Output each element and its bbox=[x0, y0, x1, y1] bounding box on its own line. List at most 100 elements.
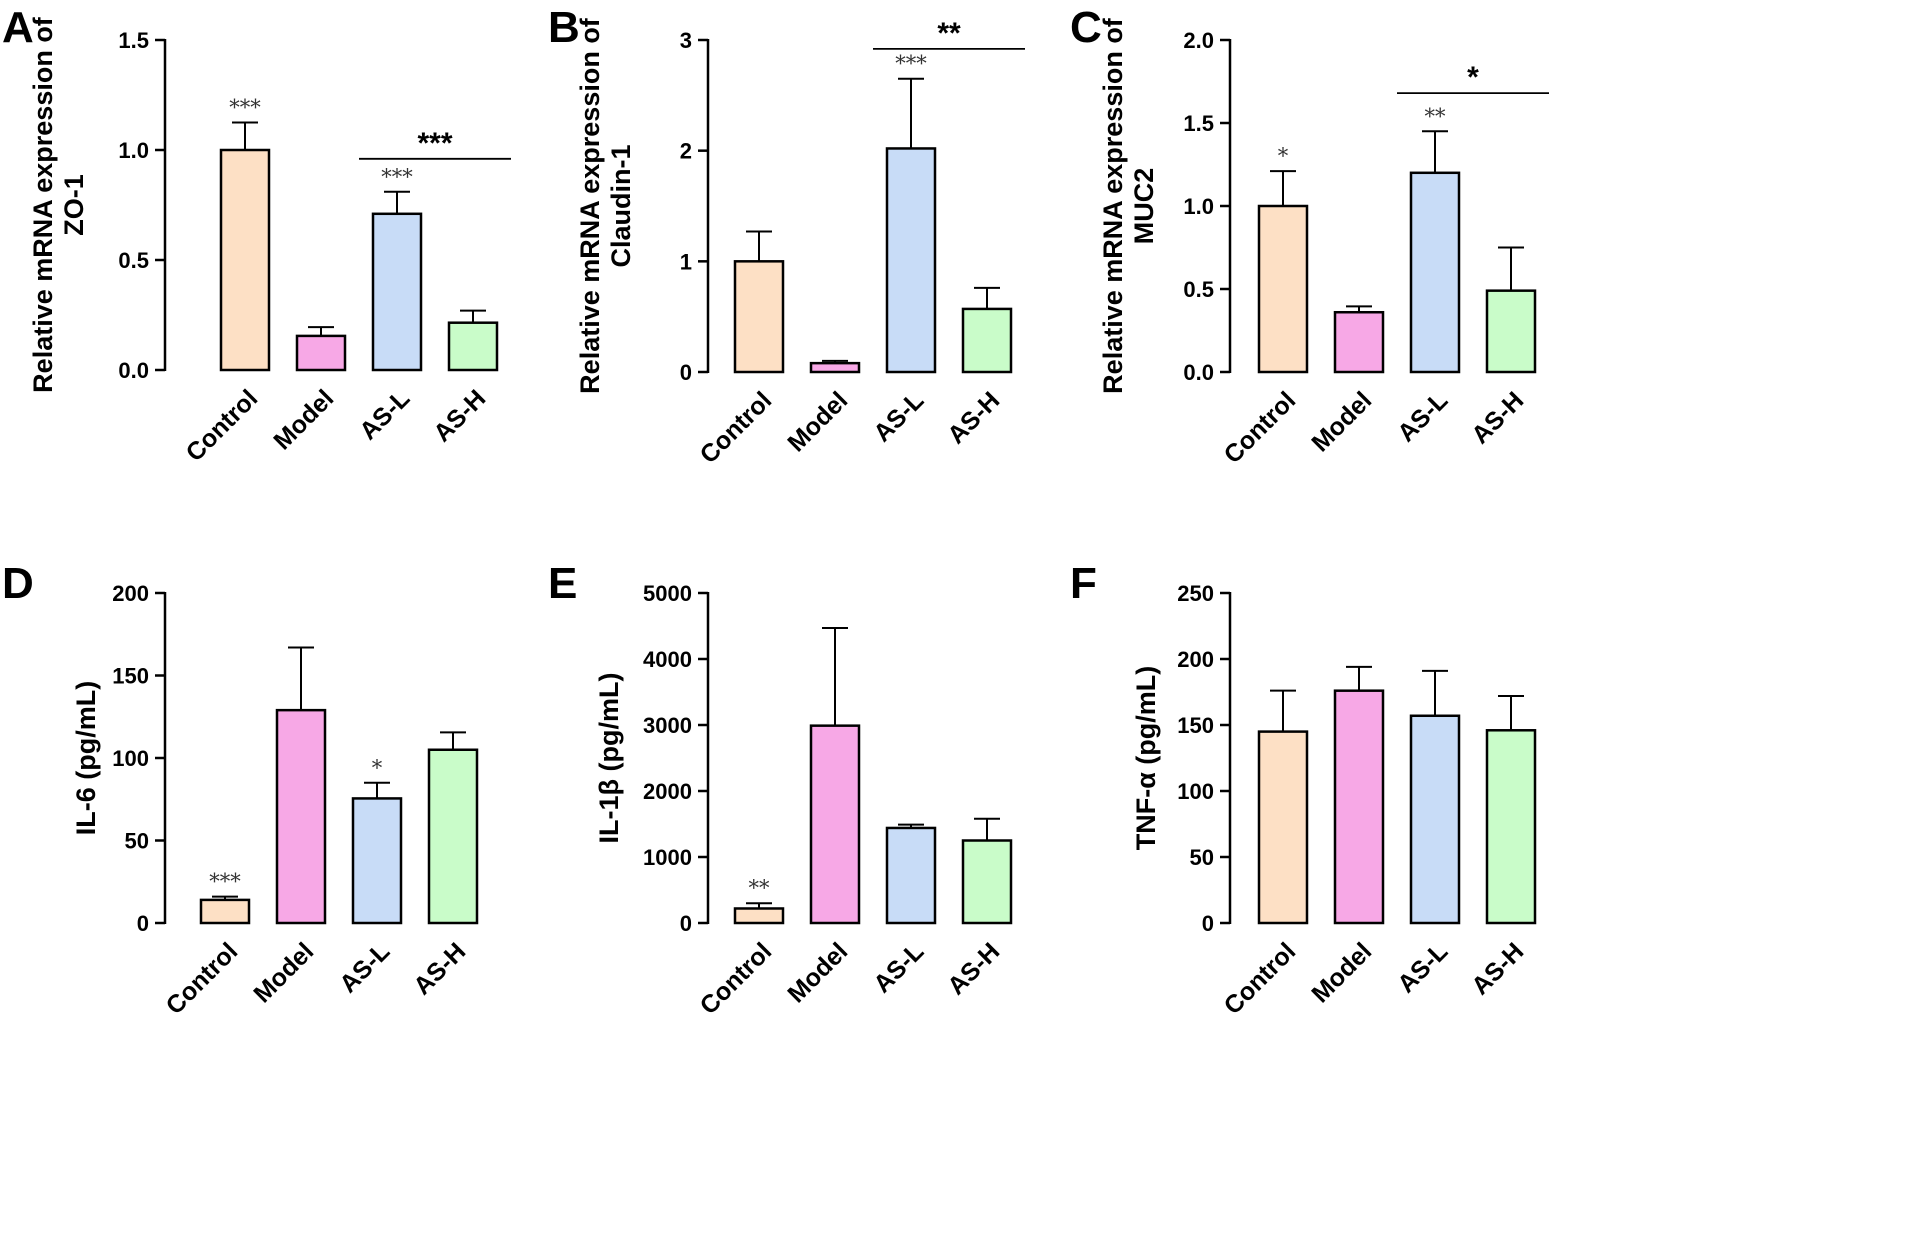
panel-letter-e: E bbox=[548, 559, 577, 608]
y-tick-label: 3 bbox=[680, 28, 692, 53]
panel-f: F TNF-α (pg/mL) 0 50 100 150 200 250 Control Mode… bbox=[1070, 559, 1537, 1020]
y-axis-title-line: ZO-1 bbox=[59, 174, 89, 236]
category-label-model: Model bbox=[782, 386, 853, 457]
category-label-as-l: AS-L bbox=[1392, 937, 1453, 998]
bar-as-l bbox=[885, 826, 937, 925]
category-label-as-h: AS-H bbox=[1466, 386, 1529, 449]
bar-as-h bbox=[427, 748, 479, 925]
bar-as-l bbox=[351, 797, 403, 925]
y-tick-label: 0 bbox=[137, 911, 149, 936]
y-tick-label: 1.5 bbox=[1183, 111, 1214, 136]
bar-control bbox=[1257, 730, 1309, 925]
y-tick-label: 1000 bbox=[643, 845, 692, 870]
category-label-as-l: AS-L bbox=[868, 937, 929, 998]
panel-letter-a: A bbox=[2, 3, 34, 52]
category-label-as-l: AS-L bbox=[1392, 386, 1453, 447]
bar-model bbox=[809, 724, 861, 925]
bar-model bbox=[1333, 310, 1385, 374]
significance-marker-control: *** bbox=[209, 870, 241, 894]
y-tick-label: 5000 bbox=[643, 581, 692, 606]
y-tick-label: 4000 bbox=[643, 647, 692, 672]
y-axis-title-f: TNF-α (pg/mL) bbox=[1131, 666, 1161, 851]
panel-letter-c: C bbox=[1070, 3, 1102, 52]
bar-model bbox=[1333, 689, 1385, 925]
y-tick-label: 150 bbox=[112, 664, 149, 689]
category-label-as-h: AS-H bbox=[428, 384, 491, 447]
category-label-as-l: AS-L bbox=[334, 937, 395, 998]
bar-as-h bbox=[961, 307, 1013, 374]
bar-control bbox=[219, 148, 271, 372]
bar-control bbox=[199, 898, 251, 925]
bar-as-h bbox=[961, 839, 1013, 925]
bar-control bbox=[733, 907, 785, 925]
y-tick-label: 0.0 bbox=[118, 358, 149, 383]
y-tick-label: 50 bbox=[1190, 845, 1214, 870]
bar-as-h bbox=[447, 321, 499, 372]
y-axis-title-d: IL-6 (pg/mL) bbox=[71, 681, 101, 835]
comparison-marker: *** bbox=[417, 127, 452, 160]
y-axis-title-line: Relative mRNA expression of bbox=[575, 17, 605, 394]
category-label-as-h: AS-H bbox=[942, 937, 1005, 1000]
category-label-model: Model bbox=[1306, 386, 1377, 457]
comparison-marker: ** bbox=[937, 17, 961, 50]
category-label-model: Model bbox=[248, 937, 319, 1008]
bar-model bbox=[295, 334, 347, 372]
y-axis-title-line: Relative mRNA expression of bbox=[1098, 17, 1128, 394]
bar-as-l bbox=[1409, 171, 1461, 374]
y-axis-title-line: MUC2 bbox=[1129, 168, 1159, 245]
y-tick-label: 200 bbox=[112, 581, 149, 606]
y-axis-title-line: IL-1β (pg/mL) bbox=[594, 673, 624, 844]
bar-as-l bbox=[1409, 714, 1461, 925]
panel-e: E IL-1β (pg/mL) 0 1000 2000 3000 4000 5000 ** Con… bbox=[548, 559, 1013, 1020]
y-axis-title-b: Relative mRNA expression ofClaudin-1 bbox=[575, 17, 636, 394]
significance-marker-control: * bbox=[1278, 144, 1289, 168]
y-tick-label: 1.0 bbox=[118, 138, 149, 163]
y-tick-label: 0.5 bbox=[118, 248, 149, 273]
y-tick-label: 2 bbox=[680, 139, 692, 164]
significance-marker-as-l: * bbox=[372, 756, 383, 780]
y-tick-label: 1 bbox=[680, 249, 692, 274]
y-tick-label: 0.5 bbox=[1183, 277, 1214, 302]
bar-model bbox=[275, 708, 327, 925]
significance-marker-as-l: *** bbox=[381, 165, 413, 189]
category-label-control: Control bbox=[695, 386, 778, 469]
y-axis-title-c: Relative mRNA expression ofMUC2 bbox=[1098, 17, 1159, 394]
category-label-control: Control bbox=[695, 937, 778, 1020]
category-label-control: Control bbox=[181, 384, 264, 467]
y-axis-title-line: Claudin-1 bbox=[606, 144, 636, 267]
panel-letter-f: F bbox=[1070, 559, 1097, 608]
bar-as-h bbox=[1485, 289, 1537, 374]
y-tick-label: 100 bbox=[112, 746, 149, 771]
y-tick-label: 0 bbox=[680, 911, 692, 936]
bar-model bbox=[809, 361, 861, 374]
y-tick-label: 1.5 bbox=[118, 28, 149, 53]
comparison-marker: * bbox=[1467, 61, 1479, 94]
bar-control bbox=[733, 260, 785, 374]
y-tick-label: 250 bbox=[1177, 581, 1214, 606]
bar-as-l bbox=[371, 212, 423, 372]
significance-marker-control: ** bbox=[749, 876, 771, 900]
y-axis-title-a: Relative mRNA expression ofZO-1 bbox=[28, 16, 89, 393]
y-tick-label: 50 bbox=[125, 829, 149, 854]
y-axis-title-e: IL-1β (pg/mL) bbox=[594, 673, 624, 844]
bar-as-h bbox=[1485, 729, 1537, 925]
bar-as-l bbox=[885, 147, 937, 374]
y-tick-label: 100 bbox=[1177, 779, 1214, 804]
y-tick-label: 0 bbox=[680, 360, 692, 385]
y-tick-label: 3000 bbox=[643, 713, 692, 738]
category-label-control: Control bbox=[161, 937, 244, 1020]
y-tick-label: 150 bbox=[1177, 713, 1214, 738]
category-label-as-l: AS-L bbox=[868, 386, 929, 447]
category-label-model: Model bbox=[1306, 937, 1377, 1008]
category-label-as-h: AS-H bbox=[942, 386, 1005, 449]
panel-letter-d: D bbox=[2, 559, 34, 608]
y-tick-label: 200 bbox=[1177, 647, 1214, 672]
category-label-as-h: AS-H bbox=[1466, 937, 1529, 1000]
category-label-as-h: AS-H bbox=[408, 937, 471, 1000]
category-label-control: Control bbox=[1219, 937, 1302, 1020]
y-axis-title-line: TNF-α (pg/mL) bbox=[1131, 666, 1161, 851]
bar-control bbox=[1257, 204, 1309, 374]
